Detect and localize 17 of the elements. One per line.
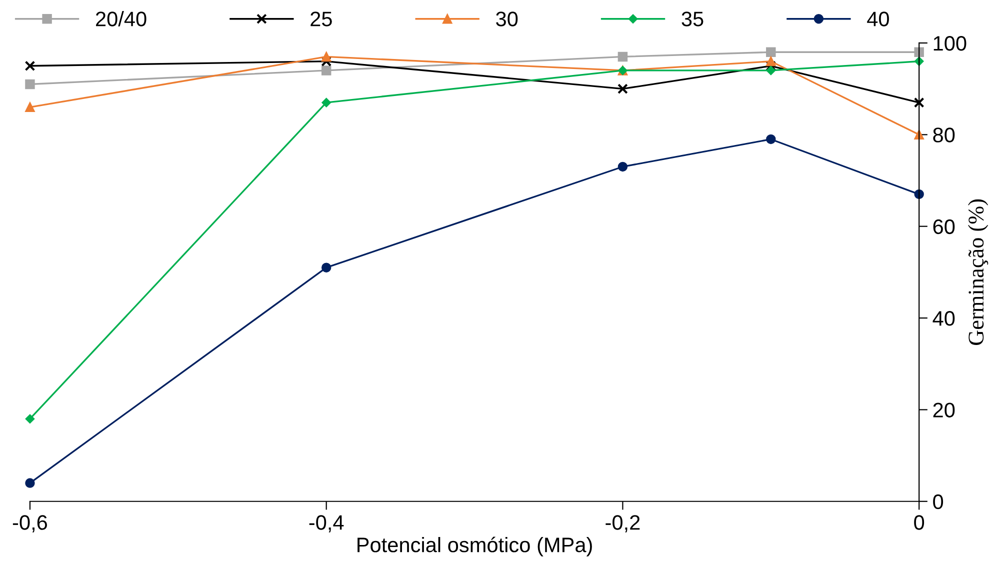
legend-label: 35 (682, 12, 704, 26)
y-tick-label: 0 (933, 494, 944, 510)
y-tick-label: 20 (933, 402, 955, 418)
legend-label: 40 (867, 12, 889, 26)
x-tick-label: 0 (914, 515, 924, 530)
x-tick-label: -0,4 (309, 515, 344, 532)
y-tick-label: 60 (933, 219, 955, 234)
y-tick-label: 100 (934, 36, 966, 51)
x-axis-title: Potencial osmótico (MPa) (358, 536, 592, 556)
x-tick-label: -0,6 (12, 515, 48, 532)
legend-label: 20/40 (96, 11, 146, 26)
y-tick-label: 40 (932, 311, 955, 326)
legend-label: 25 (310, 12, 332, 26)
y2-axis-title: Germinação (%) (968, 199, 988, 345)
x-tick-label: -0,2 (606, 515, 640, 532)
y-tick-label: 80 (933, 128, 955, 142)
legend-label: 30 (496, 12, 518, 26)
